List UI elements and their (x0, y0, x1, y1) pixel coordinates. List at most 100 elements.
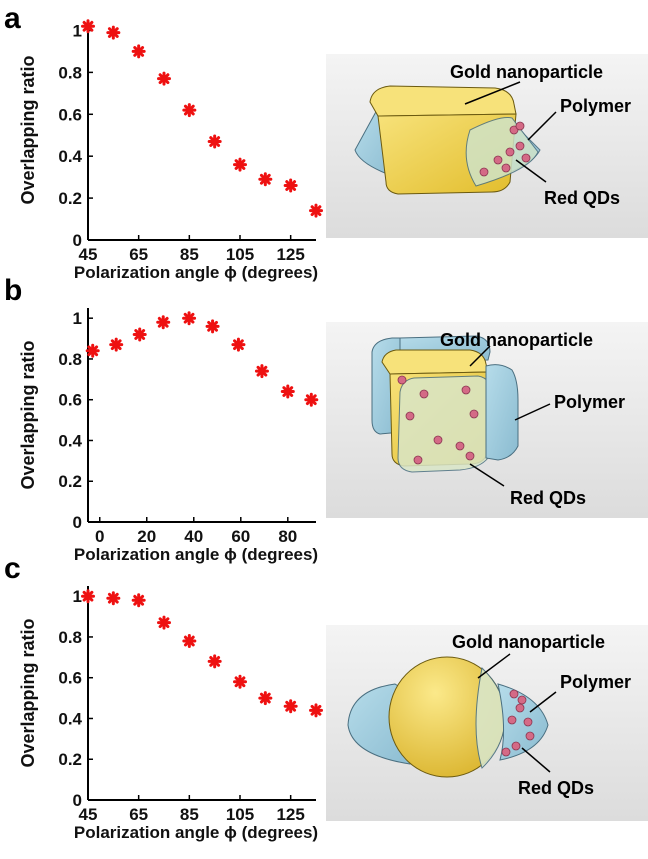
x-tick-label: 20 (137, 527, 156, 546)
qd-dot (419, 389, 429, 399)
data-point (231, 337, 246, 352)
data-point (109, 337, 124, 352)
data-point (131, 44, 146, 59)
data-point (156, 315, 171, 330)
x-tick-label: 65 (129, 805, 148, 824)
polymer-overlap-b (397, 375, 491, 473)
x-tick-label: 45 (79, 805, 98, 824)
data-point (182, 311, 197, 326)
data-point (157, 615, 171, 630)
qd-dot (433, 435, 443, 445)
y-axis-label: Overlapping ratio (18, 618, 38, 767)
panel-letter-a: a (4, 2, 21, 35)
y-axis-label: Overlapping ratio (18, 55, 38, 204)
x-tick-label: 85 (180, 805, 199, 824)
callout-gold-line-c (477, 653, 511, 679)
y-tick-label: 0.8 (58, 350, 82, 369)
x-tick-label: 85 (180, 245, 199, 264)
data-point (309, 703, 323, 718)
y-tick-label: 0.8 (58, 63, 82, 82)
x-tick-label: 105 (226, 245, 254, 264)
y-tick-label: 0 (73, 791, 82, 810)
y-tick-label: 0.8 (58, 628, 82, 647)
data-point (258, 172, 273, 187)
y-axis-label: Overlapping ratio (18, 340, 38, 489)
data-point (258, 691, 273, 706)
callout-qds-line-b (469, 463, 505, 487)
y-tick-label: 0.2 (58, 750, 82, 769)
callout-polymer-line-a (527, 111, 557, 141)
render-c: Gold nanoparticle Polymer Red QDs (326, 625, 648, 821)
callout-polymer-line-b (514, 403, 551, 421)
data-point (233, 674, 247, 689)
red-qds-b (397, 375, 479, 465)
qd-dot (469, 409, 479, 419)
x-tick-label: 45 (79, 245, 98, 264)
red-qds-a (479, 121, 531, 177)
callout-qds-line-c (521, 747, 551, 773)
label-gold-c: Gold nanoparticle (452, 632, 605, 652)
callout-gold-line-a (464, 81, 521, 105)
data-point (233, 157, 247, 172)
y-tick-label: 0 (73, 513, 82, 532)
panel-letter-b: b (4, 274, 22, 307)
qd-dot (507, 715, 517, 725)
data-point (131, 593, 146, 608)
qd-dot (509, 689, 519, 699)
label-gold-a: Gold nanoparticle (450, 62, 603, 82)
gold-cube-top-a (369, 85, 517, 117)
data-point (283, 178, 298, 193)
data-point (207, 654, 222, 669)
y-tick-label: 0.2 (58, 189, 82, 208)
qd-dot (523, 717, 533, 727)
qd-dot (517, 695, 527, 705)
callout-gold-line-b (469, 345, 491, 367)
y-tick-label: 1 (73, 309, 82, 328)
data-point (182, 634, 197, 649)
qd-dot (493, 155, 503, 165)
y-tick-label: 0.6 (58, 105, 82, 124)
x-tick-label: 65 (129, 245, 148, 264)
data-point (182, 103, 197, 118)
data-point (254, 364, 269, 379)
data-point (205, 319, 220, 334)
x-tick-label: 60 (231, 527, 250, 546)
x-tick-label: 40 (184, 527, 203, 546)
data-point (132, 327, 147, 342)
label-polymer-c: Polymer (560, 672, 631, 692)
render-b: Gold nanoparticle Polymer Red QDs (326, 322, 648, 518)
y-tick-label: 1 (73, 21, 82, 40)
data-point (207, 134, 222, 149)
x-tick-label: 125 (276, 805, 304, 824)
x-tick-label: 80 (278, 527, 297, 546)
data-point (85, 343, 100, 358)
data-point (81, 19, 95, 34)
label-qds-a: Red QDs (544, 188, 620, 208)
qd-dot (397, 375, 407, 385)
qd-dot (479, 167, 489, 177)
data-point (157, 71, 171, 86)
data-point (81, 589, 95, 604)
label-gold-b: Gold nanoparticle (440, 330, 593, 350)
qd-dot (509, 125, 519, 135)
x-axis-label: Polarization angle ϕ (degrees) (74, 545, 318, 564)
label-qds-c: Red QDs (518, 778, 594, 798)
y-tick-label: 1 (73, 587, 82, 606)
y-tick-label: 0.6 (58, 669, 82, 688)
label-polymer-a: Polymer (560, 96, 631, 116)
polymer-shell-right-b (485, 364, 519, 461)
x-axis-label: Polarization angle ϕ (degrees) (74, 263, 318, 282)
qd-dot (501, 747, 511, 757)
qd-dot (515, 703, 525, 713)
gold-cube-top-b (381, 349, 489, 375)
qd-dot (525, 731, 535, 741)
qd-dot (515, 121, 525, 131)
x-tick-label: 0 (95, 527, 104, 546)
label-qds-b: Red QDs (510, 488, 586, 508)
data-point (106, 591, 121, 606)
qd-dot (405, 411, 415, 421)
